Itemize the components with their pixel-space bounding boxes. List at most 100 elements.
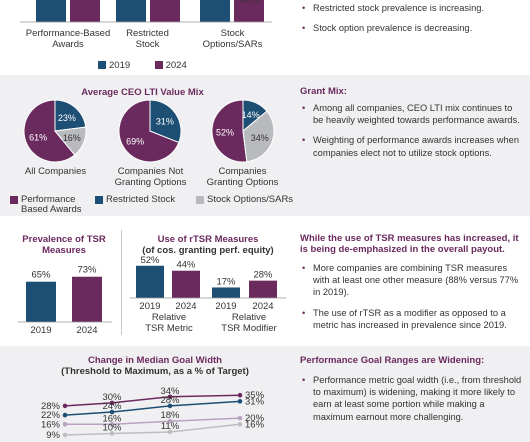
goal-line <box>64 394 241 407</box>
grant-mix-title: Grant Mix: <box>300 86 347 97</box>
rtsr-chart: 52% 2019 44% 2024 17% 2019 28% 2024 <box>130 255 286 311</box>
legend-swatch-performance <box>10 196 18 204</box>
tsr-bar-label: 65% <box>31 270 51 281</box>
goal-point-label: 24% <box>102 401 122 412</box>
goal-point <box>237 399 243 404</box>
legend-restricted: Restricted Stock <box>106 194 176 205</box>
goal-line <box>64 423 241 436</box>
goal-line <box>65 417 241 426</box>
goal-point <box>109 421 115 427</box>
tsr-category-label: 2024 <box>76 325 97 335</box>
goal-point <box>237 392 243 398</box>
legend-swatch-options <box>196 196 204 204</box>
top-bullets: Restricted stock prevalence is increasin… <box>300 2 522 35</box>
goal-point-label: 18% <box>160 410 180 421</box>
tsr-text-bullets: More companies are combining TSR measure… <box>300 262 522 331</box>
goal-point <box>167 403 173 409</box>
bar-2019 <box>36 0 66 22</box>
bar-2019 <box>200 0 230 22</box>
goal-point-label: 22% <box>41 410 61 421</box>
tsr-category-label: 2019 <box>30 325 51 335</box>
rtsr-bar-label: 28% <box>253 270 273 281</box>
rtsr-bar <box>212 287 240 298</box>
goal-point-label: 30% <box>102 392 122 403</box>
tsr-bullet: The use of rTSR as a modifier as opposed… <box>300 307 522 331</box>
rtsr-title: Use of rTSR Measures <box>157 234 259 245</box>
rtsr-bar-label: 52% <box>140 255 160 266</box>
tsr-bar <box>26 281 56 322</box>
goal-point <box>62 432 68 438</box>
goal-point <box>167 429 173 435</box>
goal-point-label: 16% <box>245 419 265 430</box>
rtsr-category-label: 2019 <box>215 301 236 311</box>
lti-mix-title: Average CEO LTI Value Mix <box>81 87 204 98</box>
legend-2024: 2024 <box>154 60 187 71</box>
top-legend: 2019 2024 <box>98 55 197 73</box>
goal-point-label: 35% <box>245 390 265 401</box>
bar-2024 <box>150 0 180 22</box>
rtsr-bar <box>249 280 277 298</box>
goal-text-title: Performance Goal Ranges are Widening: <box>300 355 485 366</box>
tsr-bullet: More companies are combining TSR measure… <box>300 262 522 299</box>
goal-point-label: 31% <box>245 396 265 407</box>
goal-bullet: Performance metric goal width (i.e., fro… <box>300 374 522 423</box>
goal-point <box>109 431 115 436</box>
bar-2024 <box>234 0 264 22</box>
pie-value-label: 31% <box>156 116 174 126</box>
pie-slice <box>242 110 275 163</box>
tsr-bar-label: 73% <box>77 265 97 276</box>
legend-performance: Performance Based Awards <box>21 194 82 215</box>
pie-value-label: 23% <box>58 113 76 123</box>
goal-point <box>109 400 115 406</box>
rtsr-subtitle: (of cos. granting perf. equity) <box>142 245 274 256</box>
bar-2019 <box>116 0 146 22</box>
goal-point-label: 16% <box>41 419 61 430</box>
legend-options: Stock Options/SARs <box>207 194 294 205</box>
category-label-options: Stock Options/SARs <box>202 28 263 50</box>
pie-value-label: 52% <box>216 128 234 138</box>
pie-value-label: 34% <box>251 133 269 143</box>
goal-text-bullets: Performance metric goal width (i.e., fro… <box>300 374 522 423</box>
rtsr-category-label: 2019 <box>139 301 160 311</box>
grant-mix-bullets: Among all companies, CEO LTI mix continu… <box>300 102 522 159</box>
goal-width-subtitle: (Threshold to Maximum, as a % of Target) <box>61 366 249 377</box>
goal-point <box>62 403 68 409</box>
goal-line <box>64 400 241 416</box>
goal-point-label: 10% <box>102 422 122 433</box>
goal-point-label: 11% <box>161 421 180 432</box>
rtsr-bar <box>136 265 164 298</box>
goal-point <box>62 412 68 418</box>
tsr-text-title: While the use of TSR measures has increa… <box>300 233 519 255</box>
bar-value-label: 40% <box>241 0 259 5</box>
pie-slice <box>211 99 248 163</box>
goal-point-label: 16% <box>102 413 122 424</box>
legend-2019: 2019 <box>98 60 130 71</box>
rtsr-category-label: 2024 <box>252 301 273 311</box>
pie-slice <box>23 99 76 163</box>
top-bullet: Restricted stock prevalence is increasin… <box>300 2 522 14</box>
pie-slice <box>54 99 87 132</box>
pie-slice <box>118 99 180 163</box>
lti-mix-pies: 61% 23% 16% 69% 31% 52% 14% 34% <box>23 99 275 163</box>
pie-label-granting: Companies Granting Options <box>206 166 279 188</box>
pie-slice <box>149 99 182 144</box>
pie-value-label: 69% <box>126 137 144 147</box>
grant-mix-bullet: Weighting of performance awards increase… <box>300 134 522 158</box>
tsr-prevalence-title: Prevalence of TSR Measures <box>22 234 106 256</box>
rtsr-group-modifier: Relative TSR Modifier <box>221 312 277 334</box>
rtsr-group-metric: Relative TSR Metric <box>145 312 193 334</box>
tsr-divider <box>121 230 122 335</box>
rtsr-bar-label: 44% <box>176 260 196 271</box>
pie-slice <box>54 126 87 156</box>
goal-width-title: Change in Median Goal Width <box>88 355 222 366</box>
category-label-restricted: Restricted Stock <box>126 28 169 50</box>
goal-point <box>109 409 115 415</box>
pie-label-not-granting: Companies Not Granting Options <box>114 166 187 188</box>
goal-point <box>167 418 173 424</box>
goal-point <box>167 394 173 400</box>
pie-value-label: 14% <box>242 110 260 120</box>
goal-point <box>237 421 243 427</box>
tsr-prevalence-chart: 65% 2019 73% 2024 <box>18 265 112 335</box>
rtsr-bar <box>172 270 200 298</box>
goal-point-label: 28% <box>160 395 180 406</box>
